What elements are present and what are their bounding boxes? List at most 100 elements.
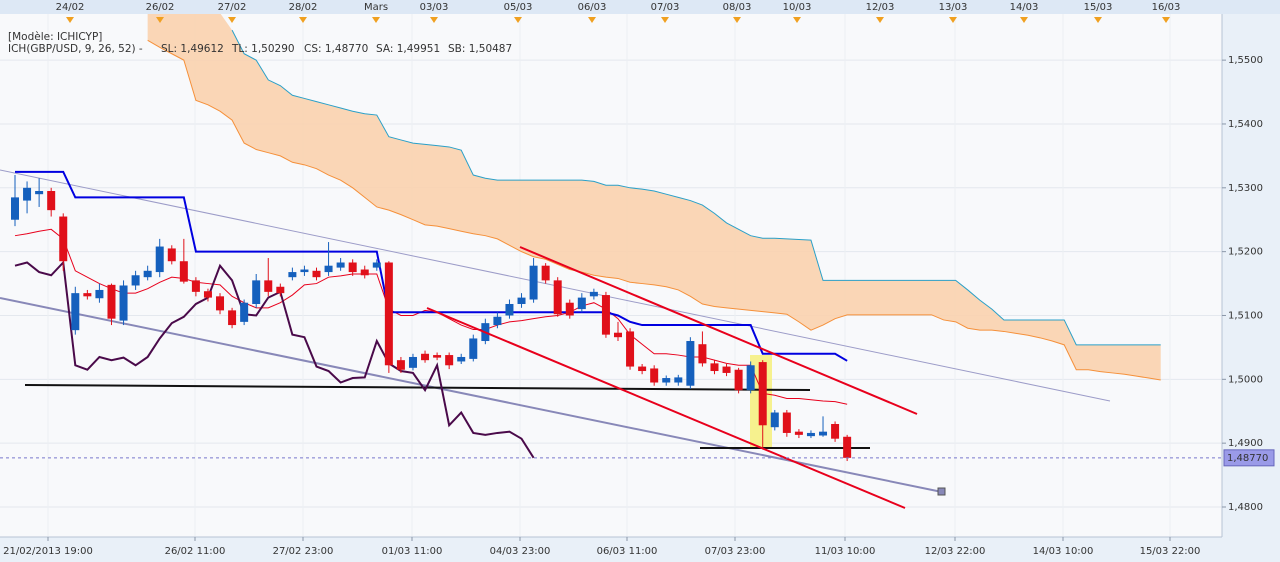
- top-date-label: 10/03: [783, 2, 812, 13]
- indicator-label: ICH(GBP/USD, 9, 26, 52) -: [8, 43, 143, 55]
- y-tick-label: 1,5400: [1228, 119, 1263, 130]
- candle-body: [457, 356, 466, 362]
- candle-body: [469, 338, 478, 359]
- candle-body: [698, 344, 707, 364]
- top-date-label: 08/03: [723, 2, 752, 13]
- session-marker: [514, 17, 522, 23]
- candle-body: [770, 412, 779, 428]
- candle-body: [119, 285, 128, 321]
- top-date-label: 13/03: [939, 2, 968, 13]
- indicator-line: [231, 29, 1161, 346]
- session-marker: [1020, 17, 1028, 23]
- session-marker: [733, 17, 741, 23]
- top-date-label: Mars: [364, 2, 388, 13]
- candle-body: [806, 432, 815, 437]
- indicator-line: [147, 39, 1161, 381]
- session-marker: [156, 17, 164, 23]
- candle-body: [167, 248, 176, 262]
- candle-body: [23, 187, 32, 201]
- candle-body: [288, 272, 297, 278]
- legend-entry: SB: 1,50487: [448, 43, 512, 55]
- top-date-label: 06/03: [578, 2, 607, 13]
- channel: [426, 246, 918, 509]
- candle-body: [722, 366, 731, 373]
- top-band: [0, 0, 1280, 14]
- candle-body: [252, 280, 261, 304]
- y-tick-label: 1,4800: [1228, 502, 1263, 513]
- top-date-label: 05/03: [504, 2, 533, 13]
- indicator-line: [14, 260, 535, 459]
- candle-body: [662, 378, 671, 383]
- candle-body: [819, 431, 828, 436]
- candle-body: [240, 302, 249, 322]
- legend-entry: CS: 1,48770: [304, 43, 368, 55]
- x-tick-label: 01/03 11:00: [382, 546, 443, 557]
- y-tick-label: 1,5500: [1228, 55, 1263, 66]
- candle-body: [300, 269, 309, 273]
- session-marker: [793, 17, 801, 23]
- legend: [Modèle: ICHICYP] ICH(GBP/USD, 9, 26, 52…: [8, 31, 512, 55]
- channel-line: [426, 307, 906, 509]
- candle-body: [203, 291, 212, 298]
- trend-handle: [937, 487, 946, 496]
- top-date-label: 16/03: [1152, 2, 1181, 13]
- x-tick-label: 21/02/2013 19:00: [3, 546, 93, 557]
- legend-entry: SA: 1,49951: [376, 43, 440, 55]
- top-date-label: 28/02: [289, 2, 318, 13]
- candle-body: [47, 191, 56, 211]
- top-date-label: 12/03: [866, 2, 895, 13]
- candle-body: [360, 269, 369, 276]
- session-marker: [228, 17, 236, 23]
- legend-entry: SL: 1,49612: [161, 43, 224, 55]
- last-price-box: [1223, 449, 1275, 467]
- candle-body: [565, 302, 574, 316]
- candle-body: [71, 293, 80, 331]
- candles: [11, 175, 852, 462]
- candle-body: [529, 265, 538, 300]
- candle-body: [541, 265, 550, 281]
- candle-body: [143, 270, 152, 278]
- candle-body: [638, 366, 647, 372]
- support-line: [24, 384, 811, 391]
- session-marker: [430, 17, 438, 23]
- candle-body: [131, 275, 140, 286]
- bottom-band: [0, 537, 1280, 562]
- top-date-label: 07/03: [651, 2, 680, 13]
- legend-entry: TL: 1,50290: [231, 43, 295, 55]
- session-marker: [372, 17, 380, 23]
- trend-line: [0, 297, 943, 493]
- candle-body: [408, 356, 417, 368]
- candle-body: [758, 362, 767, 426]
- candle-body: [601, 295, 610, 335]
- session-marker: [949, 17, 957, 23]
- candle-body: [421, 353, 430, 361]
- candle-body: [517, 297, 526, 304]
- y-tick-label: 1,5200: [1228, 247, 1263, 258]
- top-date-label: 27/02: [218, 2, 247, 13]
- top-date-label: 14/03: [1010, 2, 1039, 13]
- top-date-label: 03/03: [420, 2, 449, 13]
- candle-body: [312, 270, 321, 278]
- y-tick-label: 1,5300: [1228, 183, 1263, 194]
- model-label: [Modèle: ICHICYP]: [8, 31, 102, 43]
- session-marker: [876, 17, 884, 23]
- x-tick-label: 14/03 10:00: [1033, 546, 1094, 557]
- candle-body: [831, 424, 840, 439]
- indicator-line: [15, 170, 848, 362]
- candle-body: [264, 280, 273, 292]
- candle-body: [11, 197, 19, 220]
- top-date-label: 24/02: [56, 2, 85, 13]
- candle-body: [95, 289, 104, 299]
- cloud-fill: [147, 14, 1161, 380]
- session-marker: [66, 17, 74, 23]
- candle-body: [433, 355, 442, 358]
- candle-body: [505, 303, 514, 316]
- candle-body: [83, 293, 92, 297]
- candle-body: [35, 191, 44, 195]
- candle-body: [782, 412, 791, 433]
- top-date-label: 26/02: [146, 2, 175, 13]
- x-tick-label: 26/02 11:00: [165, 546, 226, 557]
- x-tick-label: 07/03 23:00: [705, 546, 766, 557]
